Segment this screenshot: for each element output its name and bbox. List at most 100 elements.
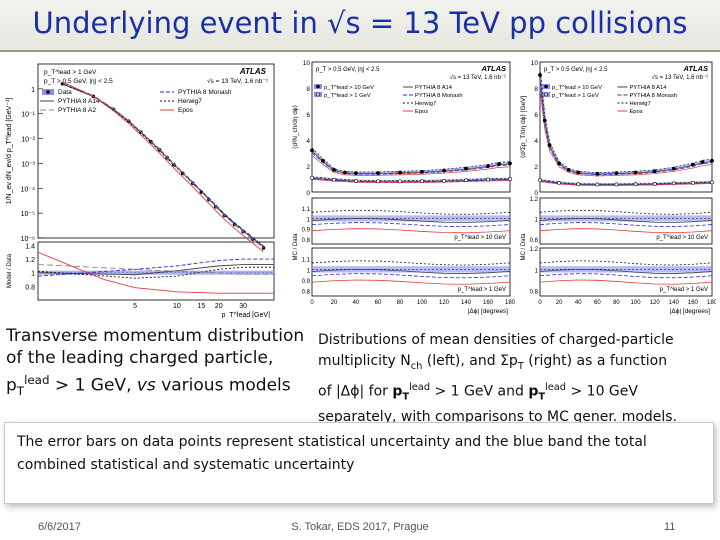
data-point (321, 158, 325, 163)
ratio-curve (539, 260, 713, 266)
ratio-curve (37, 264, 274, 275)
x-tick-label: 120 (650, 300, 661, 306)
ratio-tick-label: 1.2 (530, 247, 539, 253)
legend-label: PYTHIA 8 A14 (58, 98, 100, 105)
ratio-tick-label: 0.8 (302, 290, 311, 296)
ratio-curve (37, 258, 274, 277)
header-energy: √s = 13 TeV, 1.6 nb⁻¹ (652, 74, 708, 81)
x-tick-label: 40 (353, 300, 360, 306)
data-point (633, 182, 638, 187)
data-point (332, 177, 336, 182)
model-curve (311, 177, 511, 182)
ratio-curve (37, 264, 274, 276)
atlas-logo: ATLAS (683, 64, 708, 73)
legend-label: PYTHIA 8 A2 (58, 107, 96, 114)
data-point (343, 170, 347, 175)
y-tick-label: 10⁻⁶ (21, 236, 35, 243)
legend-label: PYTHIA 8 Monash (415, 93, 463, 99)
y-tick-label: 6 (534, 112, 538, 119)
legend-data-marker (544, 84, 548, 89)
data-point (710, 180, 714, 185)
data-point (508, 177, 512, 181)
model-curve (311, 176, 511, 182)
data-point (557, 161, 562, 166)
x-tick-label: 160 (688, 300, 699, 306)
ratio-curve (539, 218, 713, 223)
y-tick-label: 10⁻¹ (21, 112, 35, 119)
x-tick-label: 80 (397, 300, 404, 306)
data-point (557, 181, 562, 185)
slide-title: Underlying event in √s = 13 TeV pp colli… (32, 6, 688, 40)
ratio-axis-label: Model / Data (7, 253, 13, 288)
legend-label: Herwig7 (415, 101, 436, 107)
legend-label: PYTHIA 8 A14 (415, 85, 453, 91)
y-tick-label: 8 (306, 86, 310, 93)
ratio-tick-label: 1 (307, 268, 311, 274)
header-energy: √s = 13 TeV, 1.6 nb⁻¹ (207, 77, 269, 85)
x-tick-label: 60 (594, 300, 601, 306)
data-point (614, 182, 619, 187)
header-kinematic-cut: p_T > 0.5 GeV, |η| < 2.5 (44, 78, 113, 85)
caption-left: Transverse momentum distribution of the … (6, 325, 306, 402)
x-tick-label: 140 (461, 300, 472, 306)
ratio-tick-label: 1 (307, 217, 311, 223)
data-point (566, 168, 571, 172)
legend-label: p_T^lead > 1 GeV (324, 93, 371, 99)
data-point (332, 168, 336, 172)
y-axis-label: ⟨d²Σp_T/dη dϕ⟩ [GeV] (519, 96, 527, 159)
model-curve (539, 67, 713, 174)
model-curve (62, 82, 264, 249)
ratio-curve (539, 228, 713, 234)
ratio-curve (311, 260, 511, 266)
main-frame (37, 63, 275, 239)
data-point (376, 171, 380, 176)
x-tick-label: 20 (331, 300, 338, 306)
x-tick-label: 100 (417, 300, 428, 306)
ratio-label-low: p_T^lead > 1 GeV (660, 287, 708, 293)
data-point (442, 178, 446, 183)
ratio-tick-label: 1 (535, 217, 539, 223)
caption-right-g: > 10 GeV (566, 383, 638, 400)
caption-right-b-sub: ch (410, 360, 423, 372)
data-point (652, 169, 657, 174)
caption-left-tail: > 1 GeV, (49, 375, 137, 396)
data-point (497, 162, 501, 166)
caption-right-c-sub: T (517, 360, 524, 372)
y-tick-label: 10 (303, 60, 311, 67)
data-point (542, 118, 547, 123)
ratio-curve (311, 268, 511, 274)
ratio-curve (37, 266, 274, 279)
data-point (576, 182, 581, 187)
x-axis-label: |Δϕ| [degrees] (468, 308, 508, 315)
ratio-tick-label: 0.8 (302, 238, 311, 244)
y-tick-label: 10⁻³ (21, 161, 35, 168)
y-tick-label: 6 (306, 112, 310, 119)
legend-data-marker (46, 90, 50, 94)
y-tick-label: 0 (306, 190, 310, 197)
data-point (633, 170, 638, 175)
y-tick-label: 2 (306, 164, 310, 171)
caption-right-h: separately, with comparisons to MC gener… (318, 409, 678, 426)
data-point (398, 179, 402, 184)
y-tick-label: 4 (534, 138, 538, 145)
data-point (420, 179, 424, 184)
y-tick-label: 10⁻⁵ (21, 211, 35, 218)
caption-right-c: (left), and Σp (422, 353, 518, 369)
x-tick-label: 60 (375, 300, 382, 306)
data-point (442, 168, 446, 173)
x-tick-label: 20 (556, 300, 563, 306)
x-tick-label: 140 (669, 300, 680, 306)
legend-data-marker (316, 92, 320, 97)
ratio-label-high: p_T^lead > 10 GeV (454, 235, 506, 241)
x-tick-label: 20 (215, 303, 223, 310)
y-tick-label: 4 (306, 138, 310, 145)
ratio-curve (539, 273, 713, 279)
legend-label: p_T^lead > 1 GeV (552, 93, 599, 99)
data-point (690, 162, 695, 167)
caption-right-p1-sup: lead (409, 381, 431, 393)
x-tick-label: 100 (631, 300, 642, 306)
header-leading-cut: p_T^lead > 1 GeV (44, 69, 97, 76)
ratio-curve (311, 279, 511, 285)
data-point (508, 161, 512, 166)
data-point (690, 181, 695, 185)
